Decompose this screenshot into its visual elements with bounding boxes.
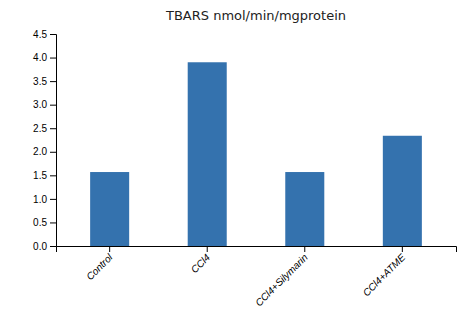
x-tick-mark	[304, 246, 305, 252]
x-tick-label: Control	[84, 251, 115, 282]
x-tick-mark	[402, 246, 403, 252]
y-tick: 1.0	[33, 194, 56, 205]
y-tick-label: 4.5	[33, 29, 47, 40]
y-tick-label: 1.5	[33, 170, 47, 181]
y-tick-label: 0.0	[33, 241, 47, 252]
x-tick-mark	[207, 246, 208, 252]
plot: 0.0 0.5 1.0 1.5 2.0 2.5 3.0 3.5 4.0 4.5 Control CCl…	[33, 29, 456, 309]
y-tick-label: 3.0	[33, 99, 47, 110]
x-axis-line	[57, 247, 457, 253]
x-tick-label: CCl4+Silymarin	[253, 251, 310, 308]
y-tick: 1.5	[33, 170, 56, 181]
bars	[90, 62, 422, 246]
y-tick: 3.0	[33, 99, 56, 110]
y-tick: 4.0	[33, 52, 56, 63]
x-tick-mark	[109, 246, 110, 252]
y-tick-label: 3.5	[33, 76, 47, 87]
x-axis: Control CCl4 CCl4+Silymarin CCl4+ATME	[57, 246, 457, 308]
x-tick-label: CCl4+ATME	[361, 251, 408, 298]
x-tick: Control	[84, 246, 115, 282]
y-tick: 0.0	[33, 241, 56, 252]
y-tick-mark	[50, 246, 56, 247]
y-tick: 2.5	[33, 123, 56, 134]
y-tick-label: 1.0	[33, 194, 47, 205]
y-axis-line	[50, 35, 57, 247]
x-tick: CCl4+ATME	[361, 246, 408, 298]
y-tick-mark	[50, 34, 56, 35]
y-tick-mark	[50, 58, 56, 59]
x-tick-label: CCl4	[189, 251, 213, 275]
y-tick: 3.5	[33, 76, 56, 87]
x-tick: CCl4+Silymarin	[253, 246, 310, 308]
bar	[90, 172, 129, 246]
bar	[383, 136, 422, 246]
y-tick-mark	[50, 152, 56, 153]
chart: 0.0 0.5 1.0 1.5 2.0 2.5 3.0 3.5 4.0 4.5 Control CCl…	[0, 0, 476, 328]
y-tick-mark	[50, 175, 56, 176]
y-tick-mark	[50, 81, 56, 82]
y-tick-label: 0.5	[33, 217, 47, 228]
bar	[285, 172, 324, 246]
y-tick-label: 2.5	[33, 123, 47, 134]
y-tick: 0.5	[33, 217, 56, 228]
bar	[188, 62, 227, 246]
y-tick-label: 4.0	[33, 52, 47, 63]
y-tick-mark	[50, 222, 56, 223]
y-tick-mark	[50, 199, 56, 200]
x-tick: CCl4	[189, 246, 213, 275]
y-tick-mark	[50, 105, 56, 106]
y-axis: 0.0 0.5 1.0 1.5 2.0 2.5 3.0 3.5 4.0 4.5	[33, 29, 56, 252]
title: TBARS nmol/min/mgprotein	[165, 8, 346, 23]
y-tick: 2.0	[33, 146, 56, 157]
y-tick-label: 2.0	[33, 146, 47, 157]
y-tick-mark	[50, 128, 56, 129]
y-tick: 4.5	[33, 29, 56, 40]
